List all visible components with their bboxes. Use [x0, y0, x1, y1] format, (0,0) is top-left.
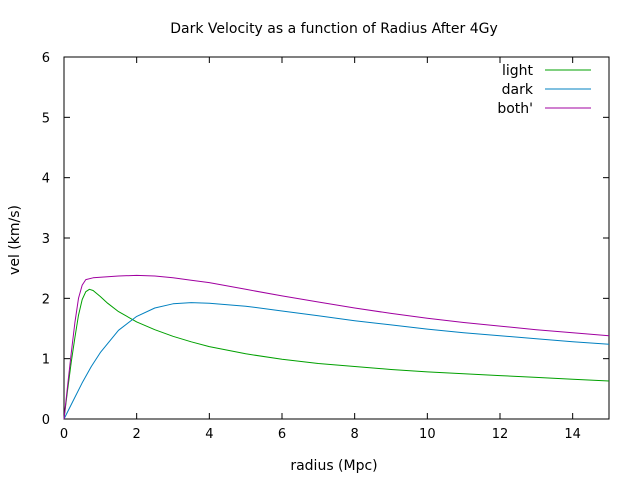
y-tick-label: 6: [42, 51, 50, 66]
series-line-1: [63, 288, 610, 420]
x-axis-ticks: 0 2 4 6 8 10 12 14: [60, 57, 581, 442]
y-tick-label: 5: [42, 111, 50, 126]
y-tick-label: 3: [42, 232, 50, 247]
y-axis-ticks: 0 1 2 3 4 5 6: [42, 51, 609, 428]
legend-label: both': [497, 101, 533, 117]
x-tick-label: 0: [60, 427, 68, 442]
x-tick-label: 4: [205, 427, 213, 442]
y-tick-label: 2: [42, 292, 50, 307]
x-tick-label: 10: [419, 427, 436, 442]
legend-label: light: [502, 63, 534, 79]
series-line-3: [63, 274, 610, 420]
legend-label: dark: [502, 82, 534, 98]
x-tick-label: 14: [564, 427, 581, 442]
y-tick-label: 0: [42, 413, 50, 428]
x-tick-label: 12: [492, 427, 509, 442]
y-tick-label: 1: [42, 353, 50, 368]
y-tick-label: 4: [42, 172, 50, 187]
y-axis-label: vel (km/s): [7, 205, 23, 275]
x-tick-label: 2: [133, 427, 141, 442]
x-axis-label: radius (Mpc): [290, 458, 377, 474]
legend: light dark both': [497, 63, 591, 117]
x-tick-label: 6: [278, 427, 286, 442]
series-line-2: [63, 302, 610, 420]
x-tick-label: 8: [351, 427, 359, 442]
series-layer: [63, 274, 610, 420]
chart-title: Dark Velocity as a function of Radius Af…: [170, 21, 497, 37]
